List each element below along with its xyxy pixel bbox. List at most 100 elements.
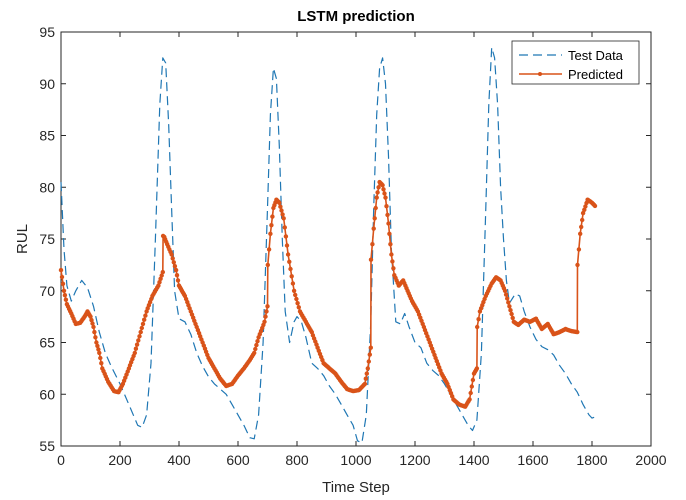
data-point: [159, 273, 164, 278]
data-point: [252, 350, 257, 356]
data-point: [505, 296, 510, 301]
legend-box: [511, 40, 640, 85]
data-point: [507, 304, 512, 309]
data-point: [576, 247, 582, 252]
x-tick-label: 800: [285, 452, 309, 468]
legend-marker-predicted: [538, 72, 542, 76]
data-point: [362, 381, 368, 387]
data-point: [175, 278, 181, 283]
data-point: [502, 288, 508, 293]
x-tick-label: 400: [167, 452, 191, 468]
data-point: [376, 185, 381, 190]
data-point: [470, 377, 476, 383]
data-point: [143, 313, 148, 318]
data-point: [281, 216, 286, 221]
data-point: [580, 210, 586, 216]
x-tick-label: 1600: [517, 452, 548, 468]
x-tick-label: 0: [57, 452, 65, 468]
y-tick-label: 55: [39, 438, 55, 454]
data-point: [255, 339, 260, 344]
legend-label-predicted: Predicted: [568, 67, 623, 82]
data-point: [170, 256, 175, 261]
data-point: [140, 321, 146, 327]
y-tick-label: 85: [39, 128, 55, 144]
x-tick-label: 1200: [399, 452, 430, 468]
data-point: [284, 243, 290, 248]
data-point: [580, 217, 585, 223]
data-point: [270, 214, 275, 219]
data-point: [289, 274, 294, 279]
data-point: [277, 200, 282, 205]
data-point: [279, 208, 284, 213]
y-tick-label: 95: [39, 24, 55, 40]
data-point: [390, 259, 395, 264]
data-point: [290, 281, 296, 286]
data-point: [265, 304, 270, 309]
data-point: [365, 366, 370, 371]
series-layer: [58, 46, 598, 444]
data-point: [384, 204, 389, 209]
data-point: [386, 221, 391, 226]
data-point: [268, 231, 273, 236]
data-point: [475, 324, 480, 330]
data-point: [291, 288, 297, 293]
data-point: [253, 346, 258, 352]
data-point: [97, 350, 102, 356]
y-tick-label: 90: [39, 76, 55, 92]
data-point: [62, 293, 68, 298]
data-point: [254, 342, 259, 348]
data-point: [363, 376, 368, 381]
data-point: [287, 259, 292, 264]
data-point: [592, 203, 598, 209]
data-point: [383, 195, 388, 200]
legend: Test Data Predicted: [511, 40, 640, 85]
data-point: [508, 308, 513, 313]
data-point: [156, 283, 161, 288]
data-point: [92, 329, 97, 335]
data-point: [172, 264, 178, 269]
chart-title: LSTM prediction: [297, 8, 415, 25]
y-tick-label: 65: [39, 335, 55, 351]
data-point: [90, 321, 95, 326]
data-point: [469, 384, 474, 389]
data-point: [262, 319, 267, 324]
data-point: [160, 269, 165, 275]
data-point: [174, 273, 180, 278]
y-tick-label: 75: [39, 231, 55, 247]
data-point: [266, 247, 272, 252]
plot-area: [60, 31, 652, 447]
data-point: [380, 183, 385, 188]
x-tick-label: 1400: [458, 452, 489, 468]
data-point: [269, 223, 274, 228]
series-line-test-data: [60, 46, 596, 444]
data-point: [99, 361, 104, 366]
data-point: [382, 191, 387, 196]
data-point: [476, 317, 481, 322]
data-point: [296, 305, 301, 310]
y-tick-label: 70: [39, 283, 55, 299]
data-point: [503, 292, 509, 297]
data-point: [137, 334, 142, 339]
data-point: [364, 371, 369, 376]
data-point: [368, 257, 374, 262]
x-axis-label: Time Step: [322, 479, 390, 496]
data-point: [58, 267, 64, 273]
data-point: [293, 292, 298, 298]
data-point: [583, 204, 588, 209]
data-point: [582, 207, 587, 212]
data-point: [373, 205, 378, 211]
data-point: [575, 329, 580, 335]
data-point: [578, 231, 583, 236]
data-point: [579, 224, 584, 230]
data-point: [295, 301, 300, 306]
data-point: [474, 366, 480, 371]
data-point: [171, 260, 176, 265]
data-point: [138, 329, 143, 335]
data-point: [173, 267, 179, 273]
data-point: [95, 343, 100, 349]
data-point: [374, 195, 379, 200]
y-axis-label: RUL: [14, 224, 31, 254]
data-point: [389, 252, 394, 257]
data-point: [139, 325, 144, 331]
data-point: [96, 347, 101, 352]
